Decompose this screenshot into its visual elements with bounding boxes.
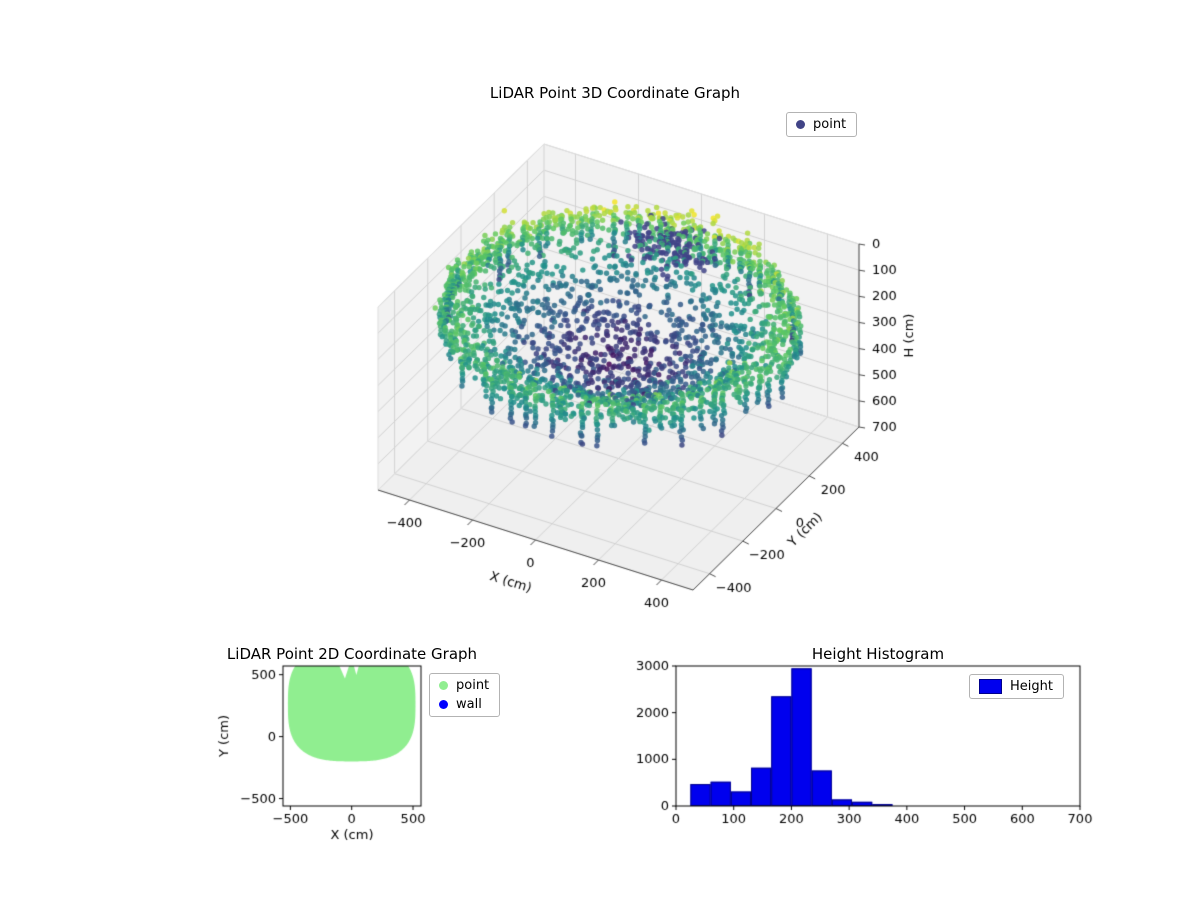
legend-item-wall-2d: wall <box>439 697 489 712</box>
legend-label-point-3d: point <box>813 117 847 132</box>
plot3d-title: LiDAR Point 3D Coordinate Graph <box>489 84 741 102</box>
plot3d-canvas <box>270 100 970 660</box>
legend-label-wall-2d: wall <box>456 697 482 712</box>
legend-label-height: Height <box>1010 679 1053 694</box>
point-marker-icon <box>796 120 805 129</box>
legend-item-height: Height <box>979 679 1053 694</box>
point-marker-icon <box>439 681 448 690</box>
legend-label-point-2d: point <box>456 678 490 693</box>
histogram-canvas <box>630 630 1100 860</box>
legend-item-point-2d: point <box>439 678 489 693</box>
plot2d-title: LiDAR Point 2D Coordinate Graph <box>226 645 478 663</box>
plot3d-legend: point <box>786 112 858 137</box>
height-patch-icon <box>979 679 1002 694</box>
histogram-title: Height Histogram <box>811 645 945 663</box>
plot2d-legend: point wall <box>429 673 501 717</box>
plot2d-canvas <box>200 630 540 860</box>
wall-marker-icon <box>439 700 448 709</box>
legend-item-point-3d: point <box>796 117 846 132</box>
histogram-legend: Height <box>969 674 1064 699</box>
